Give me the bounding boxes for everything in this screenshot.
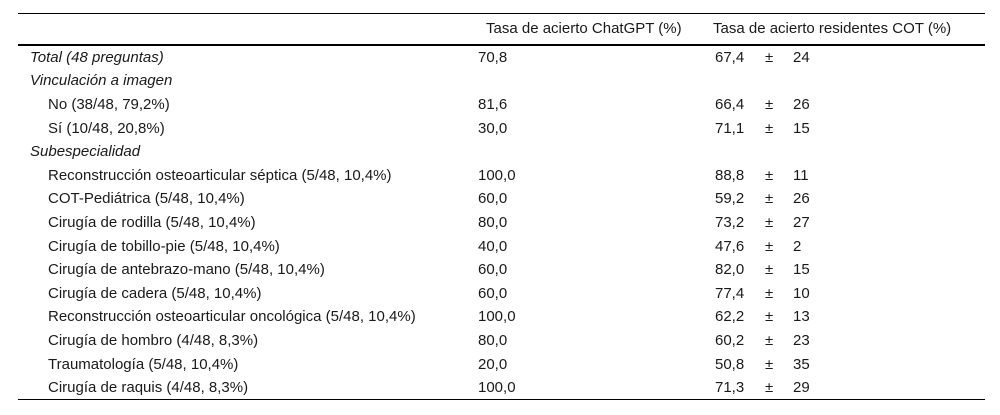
row-label: Reconstrucción osteoarticular séptica (5… xyxy=(48,166,392,184)
table-body: Total (48 preguntas) 70,8 67,4 ±24 Vinculaci… xyxy=(18,46,985,401)
row-label: Cirugía de raquis (4/48, 8,3%) xyxy=(48,379,249,397)
plus-minus-sign: ± xyxy=(765,190,774,208)
chatgpt-rate-value: 80,0 xyxy=(478,213,508,231)
chatgpt-rate-value: 20,0 xyxy=(478,355,508,373)
table-row: Subespecialidad xyxy=(18,140,985,164)
plus-minus-sign: ± xyxy=(765,308,774,326)
table-row: No (38/48, 79,2%) 81,6 66,4 ±26 xyxy=(18,93,985,117)
row-label: Reconstrucción osteoarticular oncológica… xyxy=(48,308,416,326)
table-row: Cirugía de hombro (4/48, 8,3%) 80,0 60,2 ±2… xyxy=(18,329,985,353)
table-row: Cirugía de raquis (4/48, 8,3%) 100,0 71,3 ±… xyxy=(18,376,985,400)
residents-sd-value: 2 xyxy=(793,237,802,255)
row-label: Cirugía de antebrazo-mano (5/48, 10,4%) xyxy=(48,261,325,279)
row-label: Cirugía de hombro (4/48, 8,3%) xyxy=(48,331,259,349)
row-label: Sí (10/48, 20,8%) xyxy=(48,119,165,137)
residents-mean-value: 67,4 xyxy=(715,48,745,66)
residents-sd-value: 35 xyxy=(793,355,810,373)
residents-sd-value: 27 xyxy=(793,213,810,231)
chatgpt-rate-value: 30,0 xyxy=(478,119,508,137)
residents-mean-value: 62,2 xyxy=(715,308,745,326)
chatgpt-rate-value: 100,0 xyxy=(478,308,516,326)
residents-mean-value: 59,2 xyxy=(715,190,745,208)
plus-minus-sign: ± xyxy=(765,166,774,184)
plus-minus-sign: ± xyxy=(765,379,774,397)
chatgpt-rate-value: 40,0 xyxy=(478,237,508,255)
plus-minus-sign: ± xyxy=(765,284,774,302)
residents-mean-value: 50,8 xyxy=(715,355,745,373)
chatgpt-rate-value: 81,6 xyxy=(478,95,508,113)
chatgpt-rate-value: 60,0 xyxy=(478,261,508,279)
residents-sd-value: 11 xyxy=(793,166,809,184)
residents-mean-value: 77,4 xyxy=(715,284,745,302)
row-label: Cirugía de tobillo-pie (5/48, 10,4%) xyxy=(48,237,280,255)
table-row: Vinculación a imagen xyxy=(18,69,985,93)
results-table: Tasa de acierto ChatGPT (%) Tasa de acie… xyxy=(18,13,985,401)
row-label: Traumatología (5/48, 10,4%) xyxy=(48,355,239,373)
row-label: Vinculación a imagen xyxy=(30,72,173,90)
plus-minus-sign: ± xyxy=(765,355,774,373)
residents-mean-value: 66,4 xyxy=(715,95,745,113)
row-label: No (38/48, 79,2%) xyxy=(48,95,170,113)
table-row: COT-Pediátrica (5/48, 10,4%) 60,0 59,2 ±26 xyxy=(18,187,985,211)
table-row: Total (48 preguntas) 70,8 67,4 ±24 xyxy=(18,46,985,70)
chatgpt-rate-value: 60,0 xyxy=(478,190,508,208)
residents-sd-value: 15 xyxy=(793,261,810,279)
residents-mean-value: 82,0 xyxy=(715,261,745,279)
residents-sd-value: 29 xyxy=(793,379,810,397)
table-row: Traumatología (5/48, 10,4%) 20,0 50,8 ±35 xyxy=(18,352,985,376)
row-label: Total (48 preguntas) xyxy=(30,48,164,66)
row-label: COT-Pediátrica (5/48, 10,4%) xyxy=(48,190,245,208)
chatgpt-rate-value: 70,8 xyxy=(478,48,508,66)
plus-minus-sign: ± xyxy=(765,95,774,113)
residents-mean-value: 47,6 xyxy=(715,237,745,255)
residents-mean-value: 73,2 xyxy=(715,213,745,231)
plus-minus-sign: ± xyxy=(765,119,774,137)
plus-minus-sign: ± xyxy=(765,261,774,279)
residents-sd-value: 15 xyxy=(793,119,810,137)
chatgpt-rate-value: 60,0 xyxy=(478,284,508,302)
residents-sd-value: 13 xyxy=(793,308,810,326)
table-row: Sí (10/48, 20,8%) 30,0 71,1 ±15 xyxy=(18,116,985,140)
chatgpt-rate-value: 100,0 xyxy=(478,166,516,184)
plus-minus-sign: ± xyxy=(765,237,774,255)
residents-mean-value: 71,3 xyxy=(715,379,745,397)
row-label: Cirugía de cadera (5/48, 10,4%) xyxy=(48,284,262,302)
table-row: Cirugía de cadera (5/48, 10,4%) 60,0 77,4 ±… xyxy=(18,281,985,305)
table-row: Cirugía de tobillo-pie (5/48, 10,4%) 40,0… xyxy=(18,234,985,258)
table-row: Cirugía de antebrazo-mano (5/48, 10,4%) 6… xyxy=(18,258,985,282)
residents-mean-value: 60,2 xyxy=(715,331,745,349)
residents-sd-value: 10 xyxy=(793,284,810,302)
residents-mean-value: 71,1 xyxy=(715,119,745,137)
plus-minus-sign: ± xyxy=(765,331,774,349)
residents-sd-value: 23 xyxy=(793,331,810,349)
table-row: Cirugía de rodilla (5/48, 10,4%) 80,0 73,2… xyxy=(18,211,985,235)
residents-sd-value: 24 xyxy=(793,48,810,66)
plus-minus-sign: ± xyxy=(765,213,774,231)
table-row: Reconstrucción osteoarticular oncológica… xyxy=(18,305,985,329)
residents-sd-value: 26 xyxy=(793,95,810,113)
residents-mean-value: 88,8 xyxy=(715,166,745,184)
row-label: Subespecialidad xyxy=(30,143,141,161)
table-header-row: Tasa de acierto ChatGPT (%) Tasa de acie… xyxy=(18,13,985,46)
chatgpt-rate-value: 100,0 xyxy=(478,379,516,397)
column-header-residents: Tasa de acierto residentes COT (%) xyxy=(713,20,952,38)
residents-sd-value: 26 xyxy=(793,190,810,208)
table-row: Reconstrucción osteoarticular séptica (5… xyxy=(18,163,985,187)
chatgpt-rate-value: 80,0 xyxy=(478,331,508,349)
row-label: Cirugía de rodilla (5/48, 10,4%) xyxy=(48,213,256,231)
column-header-chatgpt: Tasa de acierto ChatGPT (%) xyxy=(486,20,682,38)
plus-minus-sign: ± xyxy=(765,48,774,66)
